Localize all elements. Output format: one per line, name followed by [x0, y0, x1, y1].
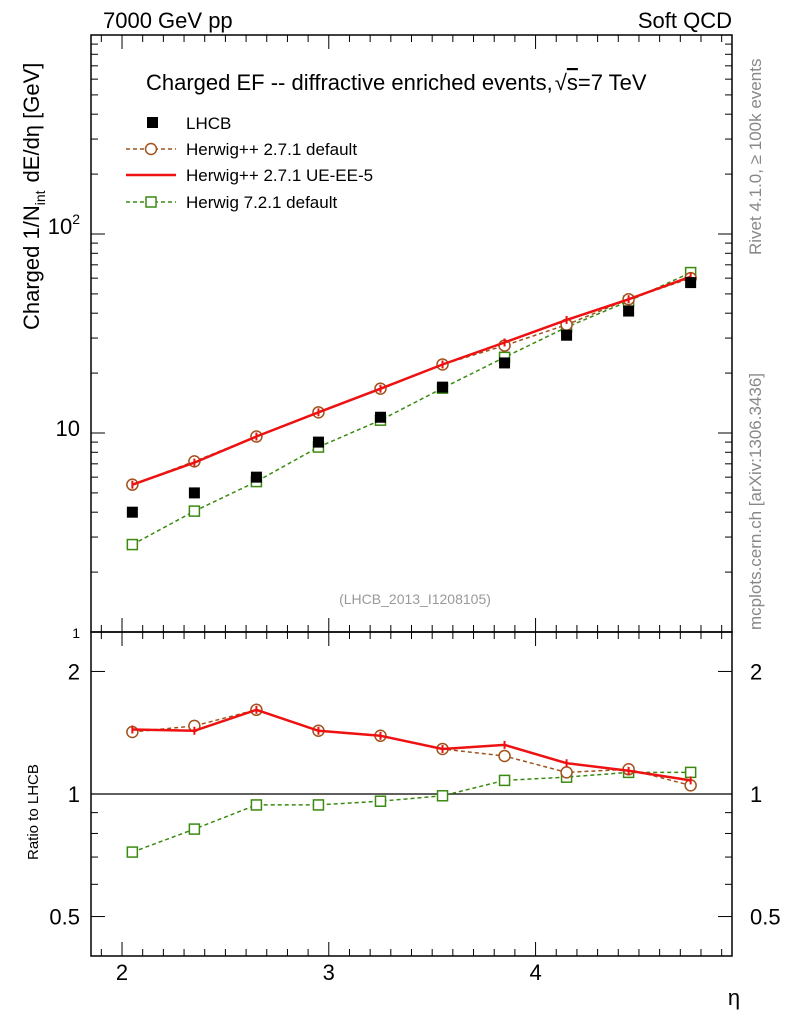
legend: LHCB Herwig++ 2.7.1 default Herwig++ 2.7…	[126, 114, 373, 212]
legend-label-herwigpp-ueee5: Herwig++ 2.7.1 UE-EE-5	[186, 166, 373, 185]
main-point-lhcb	[374, 411, 386, 423]
main-y-axis-label-main: Charged 1/N	[19, 205, 44, 330]
main-point-lhcb	[685, 277, 697, 289]
legend-marker-herwig7	[145, 196, 157, 208]
legend-marker-lhcb	[147, 117, 158, 128]
main-point-herwig-7-2-1-default	[126, 538, 139, 551]
main-point-lhcb	[126, 506, 138, 518]
ratio-point-herwig-7-2-1-default	[126, 846, 139, 858]
ratio-line-herwig-2-7-1-default	[132, 709, 691, 787]
analysis-id: (LHCB_2013_I1208105)	[339, 591, 491, 607]
ratio-line-herwig-2-7-1-ue-ee-5	[132, 708, 691, 782]
ratio-y-tick-label-right: 1	[750, 782, 762, 807]
main-point-herwig-7-2-1-default	[188, 505, 201, 517]
x-tick-label: 2	[116, 960, 128, 985]
main-point-lhcb	[561, 329, 573, 341]
main-y-tick-label-10: 10	[56, 416, 80, 441]
chart-title-energy: =7 TeV	[578, 70, 647, 95]
rivet-version-text: Rivet 4.1.0, ≥ 100k events	[746, 59, 765, 255]
ratio-point-herwig-7-2-1-default	[436, 790, 449, 802]
ratio-y-tick-label-left: 1	[68, 782, 80, 807]
chart-title: Charged EF -- diffractive enriched event…	[146, 70, 647, 95]
ratio-point-herwig-7-2-1-default	[498, 774, 511, 787]
ratio-plot-area	[126, 703, 697, 858]
ratio-y-tick-label-right: 0.5	[750, 905, 781, 930]
ratio-point-herwig-2-7-1-default	[560, 766, 573, 779]
legend-label-herwigpp-default: Herwig++ 2.7.1 default	[186, 140, 357, 159]
main-point-lhcb	[499, 357, 511, 369]
ratio-point-herwig-7-2-1-default	[312, 799, 325, 811]
chart-title-s: s	[567, 70, 578, 95]
ratio-point-herwig-7-2-1-default	[250, 799, 263, 811]
mcplots-text: mcplots.cern.ch [arXiv:1306.3436]	[746, 373, 765, 630]
ratio-y-tick-label-left: 0.5	[49, 905, 80, 930]
ratio-point-herwig-7-2-1-default	[188, 823, 201, 835]
main-y-axis-label-sub: int	[32, 190, 48, 205]
legend-marker-herwigpp-default	[144, 142, 158, 156]
main-point-lhcb	[250, 471, 262, 483]
main-point-lhcb	[437, 381, 449, 393]
tick-labels: 10 102 1 0.5 0.51 12 22 3 4	[48, 211, 781, 985]
x-tick-label: 4	[529, 960, 541, 985]
legend-label-lhcb: LHCB	[186, 114, 231, 133]
header-right: Soft QCD	[638, 8, 732, 33]
ratio-line-herwig-7-2-1-default	[132, 771, 691, 853]
main-plot-area	[126, 266, 697, 551]
main-y-tick-label-100-exp: 2	[72, 211, 80, 227]
main-point-lhcb	[188, 487, 200, 499]
chart-title-text: Charged EF -- diffractive enriched event…	[146, 70, 553, 95]
ratio-y-tick-label-left: 2	[68, 659, 80, 684]
main-line-herwig-7-2-1-default	[132, 271, 691, 546]
main-point-lhcb	[312, 436, 324, 448]
chart-title-sqrt: √	[555, 70, 568, 95]
axes-ticks	[91, 35, 732, 957]
ratio-y-axis-label: Ratio to LHCB	[25, 764, 42, 860]
main-y-tick-label-100-base: 10	[48, 214, 72, 239]
main-y-axis-label-tail: dE/dη [GeV]	[19, 63, 44, 183]
main-point-lhcb	[623, 305, 635, 317]
ratio-point-herwig-2-7-1-default	[498, 749, 511, 763]
header-left: 7000 GeV pp	[103, 8, 233, 33]
main-y-tick-label-100: 102	[48, 211, 80, 239]
legend-label-herwig7: Herwig 7.2.1 default	[186, 193, 337, 212]
ratio-y-tick-label-right: 2	[750, 659, 762, 684]
main-line-herwig-2-7-1-ue-ee-5	[131, 275, 692, 486]
main-y-tick-label-1: 1	[72, 625, 80, 641]
ratio-point-herwig-7-2-1-default	[684, 766, 697, 779]
x-axis-label: η	[728, 985, 740, 1010]
x-tick-label: 3	[323, 960, 335, 985]
main-y-axis-label: Charged 1/Nint dE/dη [GeV]	[19, 63, 48, 330]
ratio-point-herwig-7-2-1-default	[374, 795, 387, 807]
